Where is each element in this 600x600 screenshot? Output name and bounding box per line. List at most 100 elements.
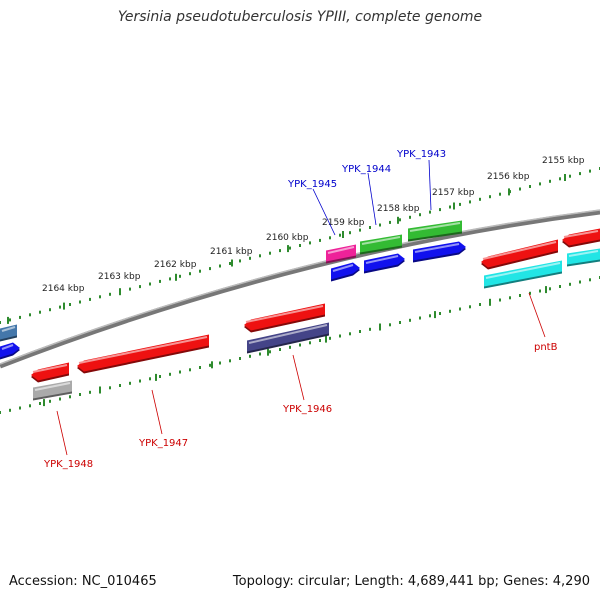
inner-tick-dot xyxy=(19,406,21,410)
outer-tick-major xyxy=(63,302,65,310)
outer-tick-dot xyxy=(259,254,261,258)
scale-label-2155: 2155 kbp xyxy=(542,156,585,166)
inner-tick-dot xyxy=(309,341,311,345)
inner-tick-dot xyxy=(59,397,61,401)
inner-tick-dot xyxy=(209,363,211,367)
outer-tick-dot xyxy=(499,192,501,196)
gene-blue-left-highlight xyxy=(1,344,14,350)
scale-label-2160: 2160 kbp xyxy=(266,233,309,243)
outer-tick-major xyxy=(453,202,455,210)
outer-tick-dot xyxy=(349,231,351,235)
outer-tick-dot xyxy=(489,195,491,199)
inner-tick-major xyxy=(267,348,269,356)
inner-tick-dot xyxy=(269,350,271,354)
gene-ypk1945-top xyxy=(326,244,356,264)
gene-ypk1945-body xyxy=(331,262,360,280)
gene-red-right-a-highlight xyxy=(482,241,557,260)
inner-tick-major xyxy=(211,361,213,369)
inner-tick-dot xyxy=(89,390,91,394)
outer-tick-dot xyxy=(79,300,81,304)
outer-tick-major xyxy=(231,259,233,267)
outer-tick-dot xyxy=(149,282,151,286)
scale-label-2156: 2156 kbp xyxy=(487,172,530,182)
gene-ypk1948 xyxy=(33,380,72,401)
outer-tick-dot xyxy=(19,315,21,319)
gene-pntb xyxy=(484,260,562,289)
inner-tick-dot xyxy=(399,321,401,324)
outer-tick-dot xyxy=(479,197,481,201)
scale-label-2158: 2158 kbp xyxy=(377,204,420,214)
scale-label-2164: 2164 kbp xyxy=(42,284,85,294)
map-title: Yersinia pseudotuberculosis YPIII, compl… xyxy=(117,9,483,25)
outer-tick-dot xyxy=(589,169,591,173)
inner-tick-dot xyxy=(589,278,591,282)
inner-tick-major xyxy=(489,298,491,306)
outer-tick-dot xyxy=(419,213,421,217)
inner-tick-dot xyxy=(259,352,261,356)
outer-tick-dot xyxy=(229,262,231,265)
gene-red-right-a xyxy=(481,239,558,270)
scale-ticks-inner xyxy=(0,276,600,414)
gene-red-right-b xyxy=(562,228,600,248)
inner-tick-dot xyxy=(479,303,481,306)
inner-tick-dot xyxy=(79,393,81,396)
inner-tick-dot xyxy=(539,289,541,293)
outer-tick-dot xyxy=(139,285,141,289)
outer-tick-dot xyxy=(219,264,221,268)
inner-tick-dot xyxy=(439,312,441,315)
outer-tick-dot xyxy=(399,218,401,222)
outer-tick-dot xyxy=(0,321,1,324)
outer-tick-dot xyxy=(449,205,451,209)
inner-tick-dot xyxy=(219,361,221,365)
inner-tick-dot xyxy=(359,330,361,333)
outer-tick-dot xyxy=(269,251,271,255)
gene-ypk1945 xyxy=(331,262,360,282)
inner-tick-dot xyxy=(429,314,431,318)
inner-tick-dot xyxy=(139,379,141,383)
outer-tick-dot xyxy=(429,210,431,214)
outer-tick-dot xyxy=(39,310,41,314)
outer-tick-dot xyxy=(129,287,131,291)
gene-ypk1943 xyxy=(413,241,466,263)
inner-tick-dot xyxy=(389,323,391,327)
outer-tick-dot xyxy=(469,200,471,204)
inner-tick-dot xyxy=(119,384,121,387)
outer-tick-dot xyxy=(579,172,581,176)
outer-tick-dot xyxy=(59,305,61,309)
inner-tick-dot xyxy=(149,377,151,381)
gene-label-ypk1947: YPK_1947 xyxy=(138,438,188,449)
inner-tick-dot xyxy=(0,411,1,414)
inner-tick-dot xyxy=(49,399,51,403)
outer-tick-major xyxy=(175,273,177,281)
gene-steel-left xyxy=(0,324,17,342)
outer-tick-dot xyxy=(239,259,241,263)
gene-label-ypk1944: YPK_1944 xyxy=(341,164,391,175)
outer-tick-dot xyxy=(439,208,441,212)
outer-tick-dot xyxy=(319,238,321,242)
gene-blue-left-body xyxy=(0,342,20,358)
inner-tick-dot xyxy=(109,386,111,390)
outer-tick-dot xyxy=(179,274,181,278)
accession-text: Accession: NC_010465 xyxy=(9,574,157,589)
outer-tick-dot xyxy=(189,272,191,276)
outer-tick-dot xyxy=(389,220,391,224)
inner-tick-dot xyxy=(239,357,241,360)
gene-cyan-right xyxy=(567,248,600,267)
inner-tick-major xyxy=(379,323,381,331)
outer-tick-dot xyxy=(159,279,161,283)
outer-tick-dot xyxy=(209,267,211,271)
inner-tick-dot xyxy=(129,381,131,385)
outer-tick-major xyxy=(564,174,566,181)
gene-red-right-b-highlight xyxy=(563,230,599,238)
gene-features xyxy=(0,220,600,401)
genome-summary: Topology: circular; Length: 4,689,441 bp… xyxy=(232,574,590,589)
outer-tick-dot xyxy=(309,241,311,245)
outer-tick-dot xyxy=(359,228,361,232)
outer-tick-dot xyxy=(249,256,251,260)
inner-tick-dot xyxy=(159,375,161,378)
gene-ypk1948-highlight xyxy=(34,382,71,391)
inner-tick-dot xyxy=(179,370,181,374)
gene-label-ypk1945: YPK_1945 xyxy=(287,179,337,190)
inner-tick-dot xyxy=(339,334,341,338)
inner-tick-dot xyxy=(249,354,251,358)
